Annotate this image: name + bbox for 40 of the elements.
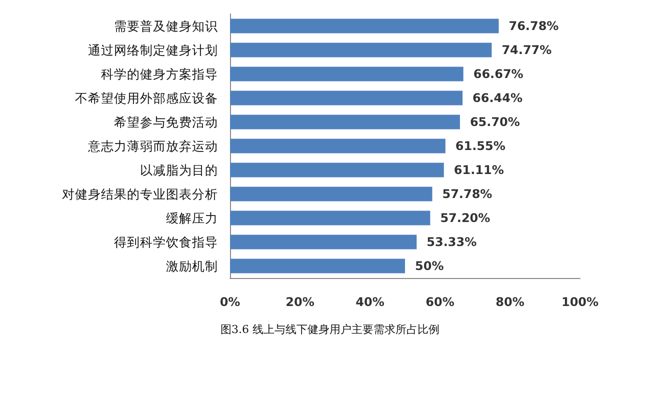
bar <box>230 42 492 58</box>
bar <box>230 258 405 274</box>
x-tick-label: 80% <box>496 295 524 309</box>
y-tick-label: 激励机制 <box>166 258 218 274</box>
bar <box>230 186 432 202</box>
bar <box>230 138 446 154</box>
data-label: 61.11% <box>454 163 504 177</box>
data-label: 76.78% <box>508 19 559 33</box>
data-label: 53.33% <box>426 235 477 249</box>
data-label: 66.44% <box>472 91 523 105</box>
bar <box>230 18 499 34</box>
x-tick-label: 40% <box>356 295 384 309</box>
y-tick-label: 得到科学饮食指导 <box>114 234 218 250</box>
y-tick-label: 科学的健身方案指导 <box>101 66 218 82</box>
bar <box>230 114 460 130</box>
caption: 图3.6 线上与线下健身用户主要需求所占比例 <box>220 323 440 336</box>
data-label: 65.70% <box>470 115 520 129</box>
x-tick-label: 60% <box>426 295 454 309</box>
x-tick-label: 0% <box>220 295 240 309</box>
data-label: 57.78% <box>442 187 492 201</box>
bar <box>230 66 464 82</box>
y-tick-label: 对健身结果的专业图表分析 <box>62 186 218 202</box>
bar <box>230 210 430 226</box>
x-tick-label: 100% <box>561 295 599 309</box>
y-tick-label: 需要普及健身知识 <box>114 18 218 34</box>
bar <box>230 90 463 106</box>
data-label: 74.77% <box>502 43 552 57</box>
data-label: 57.20% <box>440 211 490 225</box>
y-tick-label: 通过网络制定健身计划 <box>88 42 218 58</box>
data-label: 61.55% <box>455 139 506 153</box>
data-label: 50% <box>415 259 444 273</box>
bar <box>230 234 417 250</box>
bar <box>230 162 444 178</box>
data-label: 66.67% <box>473 67 524 81</box>
y-tick-label: 意志力薄弱而放弃运动 <box>87 138 218 154</box>
y-tick-label: 缓解压力 <box>166 210 218 226</box>
y-tick-label: 希望参与免费活动 <box>114 114 218 130</box>
x-tick-label: 20% <box>286 295 314 309</box>
y-tick-label: 不希望使用外部感应设备 <box>75 90 218 106</box>
y-tick-label: 以减脂为目的 <box>140 162 218 178</box>
